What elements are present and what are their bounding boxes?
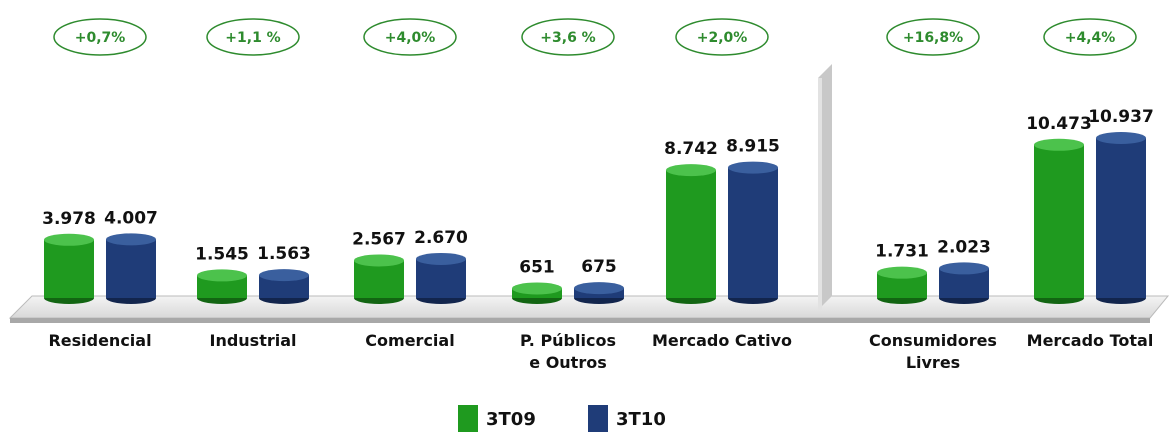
bar — [1096, 138, 1146, 298]
bar-cap — [728, 161, 778, 174]
bar-cap — [197, 269, 247, 282]
value-label: 2.670 — [414, 228, 468, 248]
growth-label: +0,7% — [75, 30, 126, 46]
value-label: 2.567 — [352, 229, 406, 249]
legend-label: 3T10 — [616, 409, 666, 430]
growth-label: +3,6 % — [540, 30, 595, 46]
value-label: 3.978 — [42, 209, 96, 229]
bar-cap — [106, 233, 156, 246]
category-label: Consumidores Livres — [869, 331, 997, 372]
growth-label: +4,4% — [1065, 30, 1116, 46]
category-label: Mercado Total — [1026, 331, 1154, 350]
category-label: Comercial — [365, 331, 455, 350]
value-label: 675 — [581, 257, 617, 277]
category-label: Residencial — [48, 331, 152, 350]
bar-cap — [1096, 132, 1146, 144]
bar — [1034, 144, 1084, 298]
category-label: Industrial — [209, 331, 297, 350]
legend-label: 3T09 — [486, 409, 536, 430]
value-label: 10.937 — [1088, 107, 1154, 127]
value-label: 1.563 — [257, 244, 311, 264]
growth-oval — [675, 18, 769, 56]
growth-oval — [1043, 18, 1137, 56]
value-label: 1.731 — [875, 242, 929, 262]
bar-cap — [44, 233, 94, 246]
value-label: 8.742 — [664, 139, 718, 159]
bar-cap — [574, 282, 624, 295]
category-label: P. Públicos e Outros — [520, 331, 616, 372]
growth-oval — [206, 18, 300, 56]
bar-cap — [939, 262, 989, 275]
bar — [44, 239, 94, 298]
bar — [197, 275, 247, 298]
growth-oval — [363, 18, 457, 56]
floor-edge — [10, 318, 1150, 323]
value-label: 2.023 — [937, 237, 991, 257]
growth-label: +4,0% — [385, 30, 436, 46]
growth-label: +2,0% — [697, 30, 748, 46]
value-label: 1.545 — [195, 244, 249, 264]
bar — [666, 170, 716, 298]
bar-cap — [666, 164, 716, 177]
growth-oval — [53, 18, 147, 56]
bar — [354, 260, 404, 298]
legend-swatch — [458, 405, 478, 432]
value-label: 4.007 — [104, 208, 158, 228]
value-label: 651 — [519, 257, 555, 277]
value-label: 10.473 — [1026, 114, 1092, 134]
value-label: 8.915 — [726, 137, 780, 157]
bar — [106, 239, 156, 298]
growth-oval — [886, 18, 980, 56]
bar-cap — [512, 282, 562, 295]
growth-label: +16,8% — [903, 30, 963, 46]
bar — [259, 275, 309, 298]
bar-cap — [877, 266, 927, 279]
bar-cap — [259, 269, 309, 282]
bar — [416, 258, 466, 298]
category-label: Mercado Cativo — [651, 331, 793, 350]
bar-cap — [1034, 138, 1084, 151]
bar-cap — [416, 252, 466, 265]
legend-swatch — [588, 405, 608, 432]
divider-front — [818, 78, 822, 310]
bar — [728, 167, 778, 298]
growth-oval — [521, 18, 615, 56]
growth-label: +1,1 % — [225, 30, 280, 46]
bar-cap — [354, 254, 404, 267]
